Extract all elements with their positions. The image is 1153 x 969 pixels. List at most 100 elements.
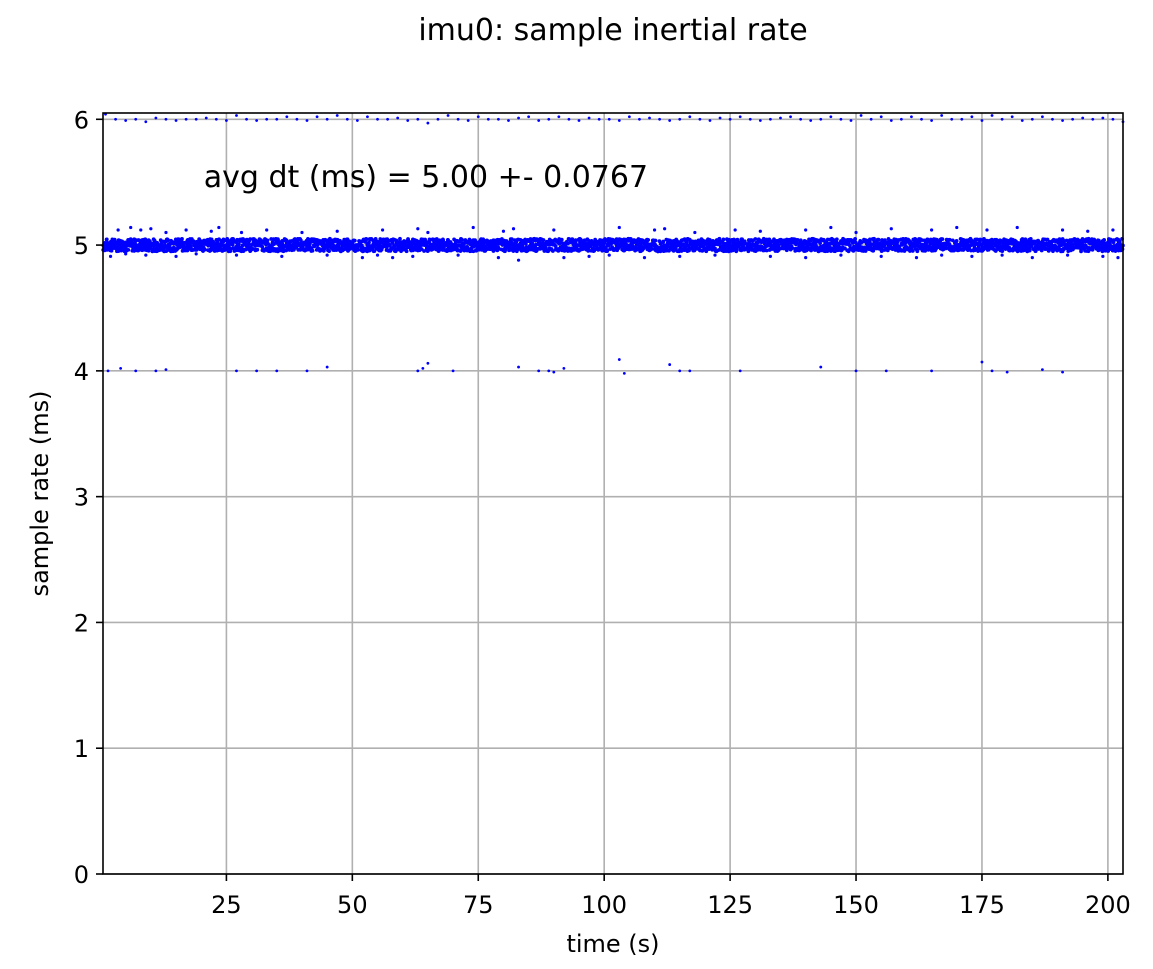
data-point — [980, 119, 984, 122]
data-point — [819, 117, 823, 121]
data-point — [1061, 119, 1064, 122]
data-point — [380, 228, 385, 232]
data-point — [804, 228, 808, 232]
data-point — [460, 237, 464, 242]
data-point — [442, 245, 446, 250]
avg-dt-annotation: avg dt (ms) = 5.00 +- 0.0767 — [204, 160, 648, 195]
data-point — [1081, 116, 1085, 120]
data-point — [406, 119, 410, 122]
data-point — [255, 119, 259, 122]
data-point — [678, 117, 682, 121]
data-point — [260, 245, 265, 249]
data-point — [516, 258, 521, 262]
data-point — [250, 246, 255, 251]
x-tick-label: 150 — [833, 891, 879, 919]
data-point — [496, 256, 501, 260]
data-point — [305, 369, 309, 373]
data-point — [687, 237, 692, 242]
data-point — [622, 371, 626, 375]
data-point — [466, 119, 470, 122]
data-point — [456, 117, 460, 121]
data-point — [243, 247, 248, 252]
data-point — [795, 238, 800, 242]
data-point — [678, 254, 682, 258]
data-point — [180, 236, 184, 241]
data-point — [386, 117, 389, 121]
y-axis-label: sample rate (ms) — [26, 391, 54, 597]
data-point — [607, 253, 611, 257]
data-point — [950, 238, 955, 243]
x-tick-label: 75 — [463, 891, 494, 919]
data-point — [114, 117, 117, 121]
data-point — [930, 119, 933, 122]
data-point — [837, 245, 842, 250]
data-point — [1065, 253, 1070, 257]
data-point — [352, 238, 357, 243]
data-point — [876, 237, 881, 242]
data-point — [847, 243, 852, 248]
data-point — [174, 254, 178, 258]
data-point — [124, 252, 128, 256]
data-point — [789, 115, 792, 119]
y-tick-label: 6 — [74, 106, 89, 134]
data-point — [552, 370, 556, 374]
data-point — [708, 119, 712, 122]
x-tick-label: 25 — [211, 891, 242, 919]
data-point — [652, 228, 657, 232]
data-point — [356, 247, 361, 252]
data-point — [541, 238, 546, 242]
data-point — [605, 249, 610, 254]
data-point — [456, 253, 460, 257]
data-point — [1101, 116, 1105, 120]
x-tick-label: 50 — [337, 891, 368, 919]
data-point — [617, 119, 621, 122]
data-point — [473, 240, 478, 244]
data-point — [790, 246, 795, 251]
y-tick-label: 4 — [74, 358, 89, 386]
data-point — [217, 225, 221, 230]
data-point — [930, 369, 933, 373]
data-point — [1030, 117, 1034, 121]
data-point — [164, 249, 169, 254]
data-point — [292, 237, 297, 241]
data-point — [426, 121, 430, 125]
data-point — [889, 227, 893, 231]
data-point — [228, 249, 233, 254]
data-point — [829, 225, 833, 230]
data-point — [920, 117, 923, 121]
data-point — [144, 120, 148, 124]
data-point — [364, 237, 369, 242]
data-point — [1061, 370, 1064, 374]
data-point — [980, 360, 984, 364]
data-point — [1000, 253, 1004, 257]
data-point — [436, 117, 440, 121]
data-point — [511, 227, 516, 231]
data-point — [1111, 240, 1116, 245]
data-point — [129, 225, 133, 230]
data-point — [421, 366, 425, 370]
data-point — [109, 248, 114, 253]
data-point — [164, 230, 168, 235]
data-point — [104, 237, 109, 242]
data-point — [310, 248, 315, 253]
data-point — [758, 229, 762, 233]
data-point — [300, 230, 304, 235]
data-point — [427, 237, 432, 242]
data-point — [642, 256, 647, 260]
data-point — [116, 228, 120, 232]
data-point — [970, 254, 974, 258]
data-point — [108, 254, 113, 258]
data-point — [537, 369, 541, 373]
data-point — [718, 116, 722, 120]
data-point — [929, 228, 934, 232]
data-point — [617, 225, 621, 230]
data-point — [202, 247, 207, 252]
data-point — [411, 254, 415, 258]
data-point — [915, 249, 920, 254]
data-point — [1102, 237, 1107, 242]
data-point — [154, 369, 158, 373]
data-point — [859, 114, 863, 117]
data-point — [335, 114, 339, 117]
data-point — [416, 117, 420, 121]
data-point — [829, 249, 833, 253]
